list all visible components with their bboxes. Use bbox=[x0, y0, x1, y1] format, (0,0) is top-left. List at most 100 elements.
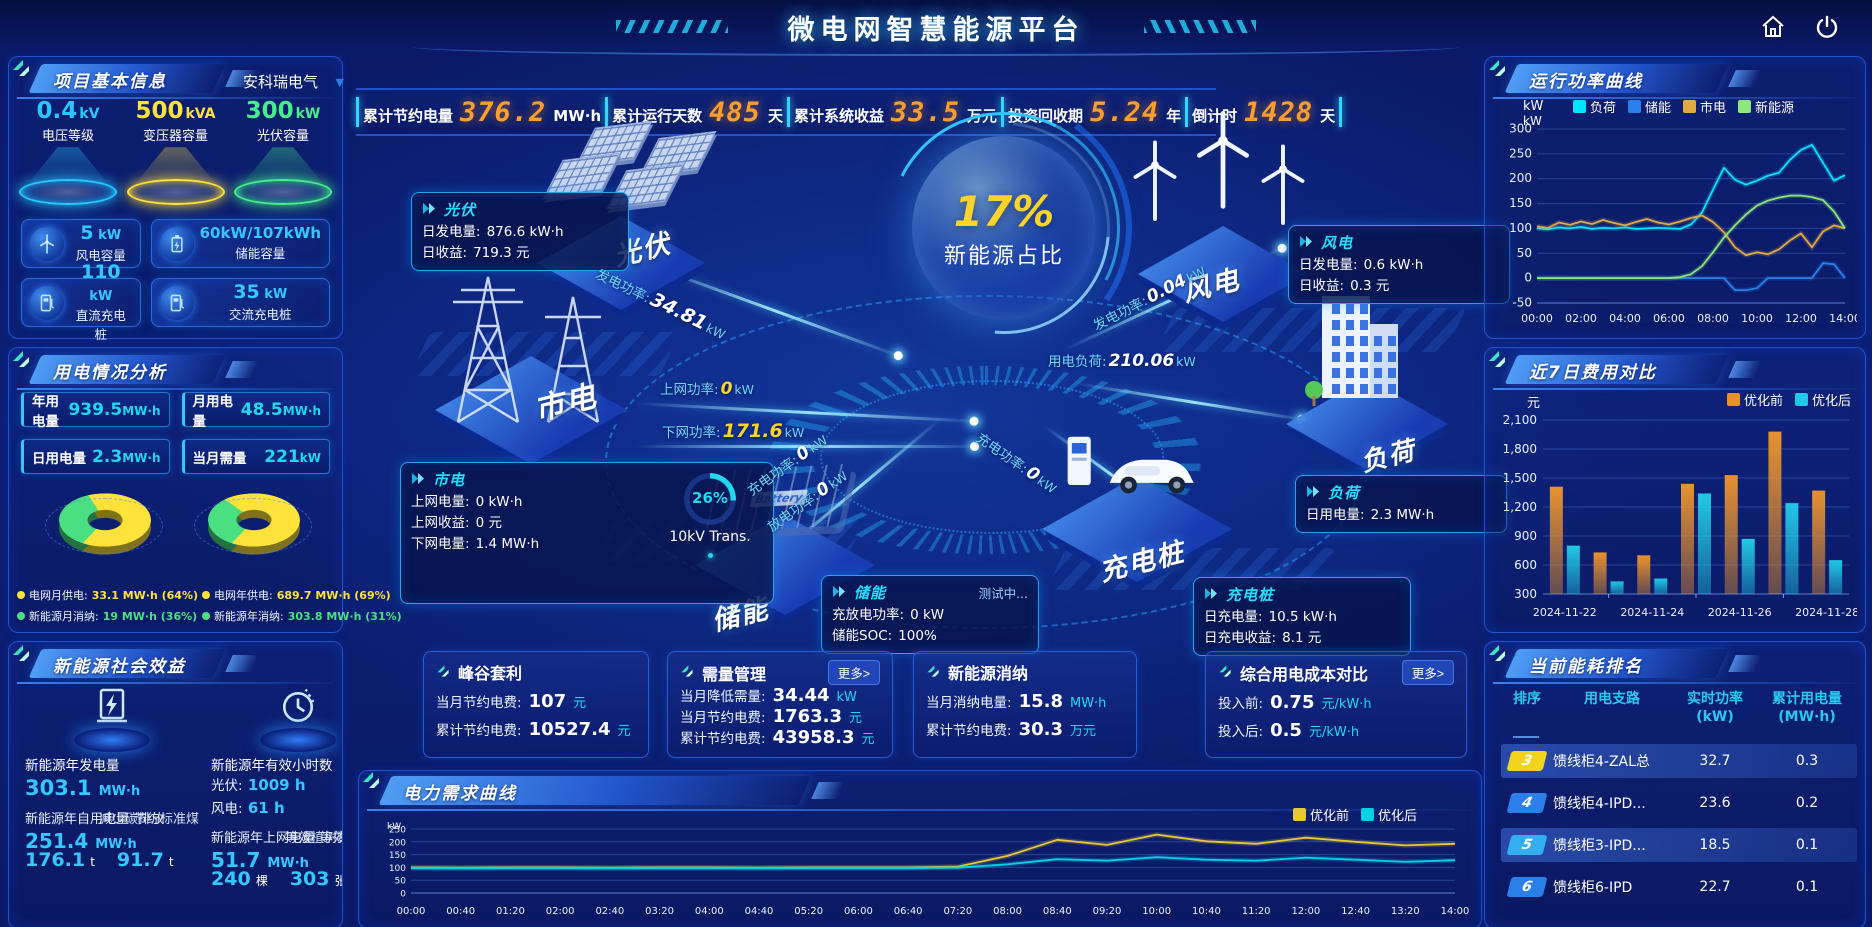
panel-corner-icon bbox=[1218, 663, 1232, 682]
capacity-value: 35 kW bbox=[233, 281, 288, 304]
table-row[interactable]: 5 馈线柜3-IPD... 18.5 0.1 bbox=[1501, 828, 1857, 862]
legend-label: 优化前 bbox=[1743, 394, 1783, 409]
info-value: 0 元 bbox=[475, 514, 502, 531]
wind-turbine-illustration bbox=[1133, 140, 1177, 221]
overlapped-labels: 新能源年上网电量等效植树数等效绿证数 bbox=[211, 831, 342, 846]
stat-value: 43958.3 bbox=[772, 727, 855, 748]
y-axis-unit: 元 bbox=[1527, 396, 1541, 411]
stat-value: 939.5MW·h bbox=[68, 399, 161, 420]
stat-value: 485 bbox=[709, 96, 761, 128]
header-deco-left bbox=[616, 20, 728, 33]
stat-value: 221kW bbox=[264, 446, 321, 467]
svg-text:200: 200 bbox=[1509, 171, 1532, 185]
ranking-table-body[interactable]: 3 馈线柜4-ZAL总 32.7 0.3 4 馈线柜4-IPD... 23.6 0.2 5 馈线柜… bbox=[1501, 744, 1857, 924]
table-row[interactable]: 6 馈线柜6-IPD 22.7 0.1 bbox=[1501, 870, 1857, 904]
info-value: 876.6 kW·h bbox=[486, 224, 564, 240]
cone-beam bbox=[132, 147, 219, 188]
stat-label: 当月消纳电量: bbox=[926, 695, 1012, 711]
y-axis-unit: kW bbox=[1523, 99, 1544, 114]
info-label: 储能SOC: bbox=[832, 627, 893, 644]
top-stat: 投资回收期 5.24 年 bbox=[1004, 97, 1185, 128]
legend-item: 新能源月消纳: 19 MW·h (36%) bbox=[17, 608, 198, 624]
svg-text:-50: -50 bbox=[1512, 296, 1532, 310]
svg-text:00:00: 00:00 bbox=[1521, 312, 1553, 325]
renewable-ratio-label: 新能源占比 bbox=[943, 243, 1064, 269]
pile-node[interactable]: 充电桩 bbox=[1030, 408, 1245, 623]
svg-text:150: 150 bbox=[1509, 196, 1532, 210]
info-box-title: 负荷 bbox=[1328, 484, 1361, 502]
overlapped-labels: 新能源年自用电量减少碳排放节约标准煤 bbox=[25, 812, 200, 827]
legend-item-优化后[interactable]: 优化后 bbox=[1794, 390, 1851, 409]
transformer-gauge: 26% 10kV Trans. bbox=[657, 469, 763, 558]
legend-swatch bbox=[1794, 393, 1808, 406]
stat-row: 当月节约电费: 1763.3 元 bbox=[680, 706, 880, 727]
panel-title: 新能源社会效益 bbox=[53, 657, 186, 677]
header-deco-right bbox=[1144, 20, 1256, 33]
hours-pedestal bbox=[258, 688, 338, 752]
stat-separator bbox=[1185, 97, 1189, 127]
rank-header-cell: 用电支路 bbox=[1584, 691, 1640, 707]
mini-values: 240 棵 303 张 bbox=[211, 868, 342, 890]
pv-info-box: 光伏 日发电量: 876.6 kW·h 日收益: 719.3 元 bbox=[411, 192, 629, 271]
svg-text:2024-11-28: 2024-11-28 bbox=[1795, 606, 1857, 619]
generation-pedestal bbox=[72, 688, 152, 752]
legend-label: 新能源 bbox=[1755, 101, 1795, 116]
mini-values: 176.1 t 91.7 t bbox=[25, 849, 174, 871]
legend-item-市电[interactable]: 市电 bbox=[1683, 97, 1726, 116]
grid-node[interactable]: 市电 bbox=[405, 262, 660, 487]
svg-text:04:40: 04:40 bbox=[745, 906, 774, 917]
stat-row: 累计节约电费: 10527.4 元 bbox=[436, 719, 636, 740]
company-select[interactable]: 安科瑞电气 ▼ bbox=[243, 71, 344, 92]
more-button[interactable]: 更多> bbox=[1401, 660, 1454, 685]
home-icon[interactable] bbox=[1758, 12, 1788, 42]
wind-turbine-illustration bbox=[1196, 111, 1250, 209]
power-icon[interactable] bbox=[1812, 12, 1842, 42]
demand-curve-plot: 250 200 150 100 50 0 kW 00:00 00:40 01:20 02:00 02:… bbox=[387, 822, 1469, 917]
info-box-title: 市电 bbox=[433, 471, 466, 489]
panel-corner-icon bbox=[11, 58, 31, 82]
capacity-cone: 300 kW 光伏容量 bbox=[232, 98, 334, 206]
stat-value: 1763.3 bbox=[772, 706, 843, 727]
table-row[interactable]: 4 馈线柜4-IPD... 23.6 0.2 bbox=[1501, 786, 1857, 820]
svg-text:00:40: 00:40 bbox=[446, 906, 475, 917]
legend-label: 新能源年消纳: bbox=[214, 610, 284, 623]
capacity-card: 110 kW 直流充电桩 bbox=[21, 261, 141, 342]
stat-unit: 天 bbox=[1320, 106, 1336, 125]
stat-unit: 元/kW·h bbox=[1321, 697, 1372, 712]
legend-item-优化前[interactable]: 优化前 bbox=[1292, 805, 1349, 824]
usage-analysis-panel: 用电情况分析 年用电量 939.5MW·h 月用电量 48.5MW·h 日用电量 2.3M… bbox=[8, 347, 402, 633]
info-label: 充放电功率: bbox=[832, 607, 905, 623]
stat-value: 376.2 bbox=[460, 96, 547, 128]
more-button[interactable]: 更多> bbox=[827, 660, 880, 685]
legend-item-优化后[interactable]: 优化后 bbox=[1360, 805, 1417, 824]
run-chart-legend: 负荷 储能 市电 新能源 bbox=[1573, 97, 1794, 116]
legend-item-负荷[interactable]: 负荷 bbox=[1573, 97, 1616, 116]
wind-node[interactable]: 风电 bbox=[1120, 102, 1330, 352]
realtime-power: 22.7 bbox=[1699, 879, 1731, 895]
usage-stat-box: 当月需量 221kW bbox=[181, 439, 330, 474]
donut-legends: 电网月供电: 33.1 MW·h (64%) 新能源月消纳: 19 MW·h (36%… bbox=[17, 587, 402, 624]
transformer-label: 10kV Trans. bbox=[669, 529, 751, 545]
stat-value: 2.3MW·h bbox=[92, 446, 161, 467]
table-row[interactable]: 3 馈线柜4-ZAL总 32.7 0.3 bbox=[1501, 744, 1857, 778]
legend-item-新能源[interactable]: 新能源 bbox=[1738, 97, 1794, 116]
usage-stat-box: 年用电量 939.5MW·h bbox=[21, 392, 170, 430]
grid-up-flow-label: 上网功率: 0 kW bbox=[660, 379, 755, 399]
capacity-cone: 500 kVA 变压器容量 bbox=[125, 98, 227, 206]
svg-text:kW: kW bbox=[387, 822, 401, 832]
legend-item-优化前[interactable]: 优化前 bbox=[1726, 390, 1783, 409]
stat-row: 投入前: 0.75 元/kW·h bbox=[1218, 692, 1454, 713]
status-badge: 测试中... bbox=[978, 586, 1028, 601]
svg-text:12:00: 12:00 bbox=[1291, 906, 1320, 917]
legend-item-储能[interactable]: 储能 bbox=[1628, 97, 1671, 116]
svg-text:02:40: 02:40 bbox=[595, 906, 624, 917]
cone-value: 0.4 kV bbox=[36, 98, 100, 124]
load-node[interactable]: 负荷 bbox=[1280, 288, 1455, 493]
arrow-icon bbox=[1299, 233, 1314, 252]
grid-info-box: 市电 上网电量: 0 kW·h 上网收益: 0 元下网电量: 1.4 MW·h 26% … bbox=[400, 462, 774, 604]
info-row: 上网收益: 0 元 bbox=[411, 513, 657, 534]
cone-value: 300 kW bbox=[245, 98, 321, 124]
arrow-icon bbox=[1204, 585, 1219, 604]
capacity-label: 直流充电桩 bbox=[75, 308, 126, 343]
legend-item: 电网年供电: 689.7 MW·h (69%) bbox=[202, 587, 402, 603]
